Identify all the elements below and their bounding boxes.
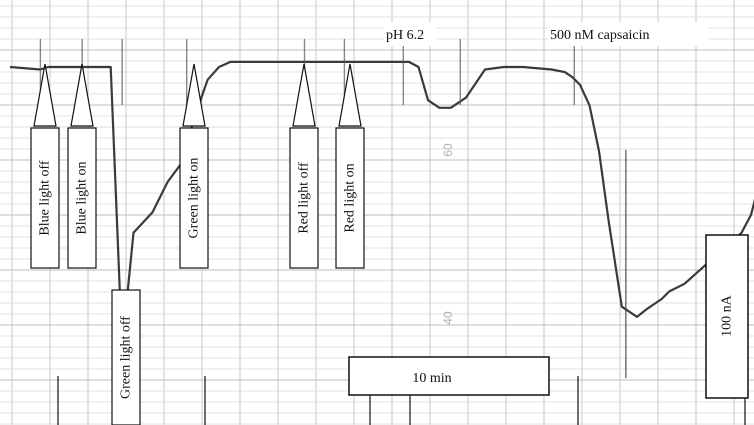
event-annotation: Green light on [179, 63, 209, 269]
event-label: Red light on [343, 163, 358, 232]
application-label-box [548, 22, 708, 46]
event-annotation: Red light on [335, 63, 365, 269]
application-label: pH 6.2 [386, 28, 424, 43]
event-label-box [30, 127, 60, 269]
event-annotation: Blue light off [30, 63, 60, 269]
event-annotation: Red light off [289, 63, 319, 269]
current-scale-label: 100 nA [720, 294, 735, 337]
time-scale-label: 10 min [412, 371, 451, 386]
event-label-box [111, 289, 141, 425]
paper-markings: 60 40 [441, 143, 455, 325]
event-label-box [335, 127, 365, 269]
event-annotation: Green light off [111, 289, 141, 425]
event-arrow [33, 63, 57, 127]
event-label-box [67, 127, 97, 269]
time-scale-bar [348, 356, 550, 396]
event-label: Blue light off [38, 160, 53, 236]
event-annotation: Blue light on [67, 63, 97, 269]
event-label-box [289, 127, 319, 269]
event-label-box [179, 127, 209, 269]
scale-bars: 10 min 100 nA [348, 234, 749, 399]
event-arrow [70, 63, 94, 127]
paper-marking: 60 [441, 143, 455, 157]
event-label: Green light on [187, 158, 202, 239]
application-label: 500 nM capsaicin [550, 28, 650, 43]
event-label: Blue light on [75, 161, 90, 234]
event-arrow [182, 63, 206, 127]
application-label-box [384, 22, 436, 46]
event-arrow [338, 63, 362, 127]
event-label: Green light off [119, 316, 134, 399]
paper-marking: 40 [441, 311, 455, 325]
event-label: Red light off [297, 162, 312, 234]
data-line [9, 60, 754, 349]
current-scale-bar [705, 234, 749, 399]
event-arrow [292, 63, 316, 127]
annotation-labels: Blue light off Blue light on Green light o… [30, 22, 708, 425]
